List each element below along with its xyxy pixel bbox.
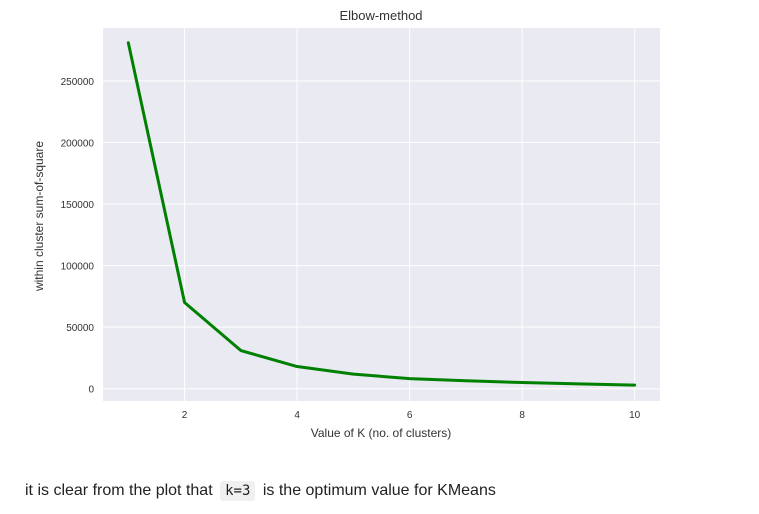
y-tick-label: 50000 xyxy=(66,323,94,334)
caption-text: it is clear from the plot that k=3 is th… xyxy=(25,480,496,502)
x-axis-label: Value of K (no. of clusters) xyxy=(311,426,452,440)
series-line xyxy=(126,41,637,387)
elbow-chart: 2 4 6 8 10 0 50000 100000 150000 200000 250000 Elb… xyxy=(32,8,660,440)
y-tick-label: 0 xyxy=(88,385,94,396)
tick-labels: 2 4 6 8 10 0 50000 100000 150000 200000 250000 xyxy=(61,77,641,421)
y-axis-label: within cluster sum-of-square xyxy=(32,141,46,292)
x-tick-label: 2 xyxy=(182,410,188,421)
x-tick-label: 4 xyxy=(294,410,300,421)
chart-title: Elbow-method xyxy=(339,8,422,23)
x-tick-label: 10 xyxy=(629,410,641,421)
y-tick-label: 200000 xyxy=(61,138,95,149)
x-tick-label: 8 xyxy=(519,410,525,421)
y-tick-label: 250000 xyxy=(61,77,95,88)
grid-lines xyxy=(103,28,660,401)
caption-before: it is clear from the plot that xyxy=(25,482,213,499)
y-tick-label: 100000 xyxy=(61,262,95,273)
y-tick-label: 150000 xyxy=(61,200,95,211)
caption-code: k=3 xyxy=(220,481,256,501)
plot-area xyxy=(103,28,660,401)
chart-svg: 2 4 6 8 10 0 50000 100000 150000 200000 250000 Elb… xyxy=(32,8,660,440)
caption-after: is the optimum value for KMeans xyxy=(262,482,496,499)
series-layer xyxy=(126,41,637,387)
x-tick-label: 6 xyxy=(407,410,413,421)
